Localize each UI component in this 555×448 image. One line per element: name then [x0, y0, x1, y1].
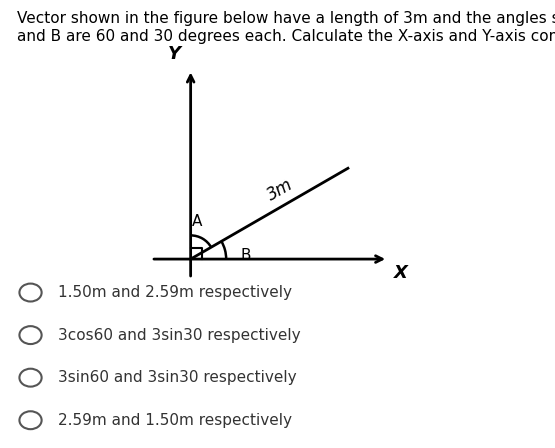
Text: and B are 60 and 30 degrees each. Calculate the X-axis and Y-axis components:: and B are 60 and 30 degrees each. Calcul…: [17, 29, 555, 44]
Text: Y: Y: [168, 45, 181, 63]
Text: 2.59m and 1.50m respectively: 2.59m and 1.50m respectively: [58, 413, 292, 428]
Text: Vector shown in the figure below have a length of 3m and the angles shown A: Vector shown in the figure below have a …: [17, 11, 555, 26]
Text: 1.50m and 2.59m respectively: 1.50m and 2.59m respectively: [58, 285, 292, 300]
Text: 3m: 3m: [264, 175, 296, 204]
Text: A: A: [192, 214, 202, 229]
Text: 3sin60 and 3sin30 respectively: 3sin60 and 3sin30 respectively: [58, 370, 297, 385]
Text: X: X: [395, 264, 408, 282]
Text: B: B: [240, 248, 251, 263]
Text: 3cos60 and 3sin30 respectively: 3cos60 and 3sin30 respectively: [58, 327, 301, 343]
